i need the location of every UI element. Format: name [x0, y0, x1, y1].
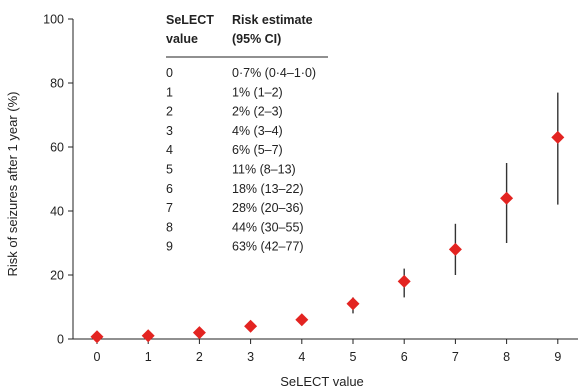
- table-cell-value: 8: [166, 220, 173, 234]
- table-cell-value: 2: [166, 105, 173, 119]
- x-tick-label: 4: [298, 350, 305, 364]
- x-tick-label: 1: [145, 350, 152, 364]
- table-rows: 0 0·7% (0·4–1·0) 1 1% (1–2) 2 2% (2–3) 3 4% (3–…: [166, 66, 316, 254]
- data-point: [346, 297, 360, 311]
- y-tick-label: 20: [50, 269, 64, 283]
- data-point: [192, 326, 206, 340]
- data-point: [295, 313, 309, 327]
- data-point: [141, 329, 155, 343]
- table-cell-value: 1: [166, 85, 173, 99]
- table-header-col1-line2: value: [166, 32, 198, 46]
- x-tick-label: 9: [554, 350, 561, 364]
- y-tick-label: 0: [57, 333, 64, 347]
- data-point: [448, 242, 462, 256]
- y-tick-label: 40: [50, 205, 64, 219]
- table-cell-value: 4: [166, 143, 173, 157]
- x-axis-label: SeLECT value: [280, 374, 364, 389]
- x-tick-label: 3: [247, 350, 254, 364]
- table-header-col1-line1: SeLECT: [166, 13, 214, 27]
- x-tick-label: 7: [452, 350, 459, 364]
- table-cell-estimate: 11% (8–13): [232, 163, 296, 177]
- y-tick-label: 100: [43, 13, 64, 27]
- table-cell-value: 5: [166, 163, 173, 177]
- table-cell-value: 3: [166, 124, 173, 138]
- table-cell-value: 0: [166, 66, 173, 80]
- table-cell-estimate: 6% (5–7): [232, 143, 283, 157]
- table-cell-estimate: 1% (1–2): [232, 85, 283, 99]
- data-point: [397, 274, 411, 288]
- table-cell-estimate: 28% (20–36): [232, 201, 304, 215]
- table-header-col2-line2: (95% CI): [232, 32, 281, 46]
- axes: [72, 19, 578, 340]
- data-point: [244, 319, 258, 333]
- x-tick-label: 2: [196, 350, 203, 364]
- data-point: [500, 191, 514, 205]
- table-cell-estimate: 2% (2–3): [232, 105, 283, 119]
- table-cell-estimate: 4% (3–4): [232, 124, 283, 138]
- table-cell-estimate: 44% (30–55): [232, 220, 304, 234]
- risk-table: SeLECT value Risk estimate (95% CI) 0 0·7…: [166, 13, 328, 254]
- table-cell-estimate: 0·7% (0·4–1·0): [232, 66, 316, 80]
- y-tick-label: 60: [50, 141, 64, 155]
- data-point: [90, 330, 104, 344]
- table-cell-estimate: 18% (13–22): [232, 182, 304, 196]
- x-tick-label: 8: [503, 350, 510, 364]
- x-tick-label: 0: [94, 350, 101, 364]
- x-tick-label: 6: [401, 350, 408, 364]
- y-ticks: 0 20 40 60 80 100: [43, 13, 73, 347]
- table-cell-value: 6: [166, 182, 173, 196]
- y-axis-label: Risk of seizures after 1 year (%): [5, 92, 20, 277]
- y-tick-label: 80: [50, 77, 64, 91]
- data-point: [551, 130, 565, 144]
- table-header-col2-line1: Risk estimate: [232, 13, 313, 27]
- data-markers: [90, 130, 565, 344]
- table-cell-value: 7: [166, 201, 173, 215]
- x-ticks: 0 1 2 3 4 5 6 7 8 9: [94, 339, 561, 364]
- table-cell-estimate: 63% (42–77): [232, 240, 304, 254]
- x-tick-label: 5: [350, 350, 357, 364]
- table-cell-value: 9: [166, 240, 173, 254]
